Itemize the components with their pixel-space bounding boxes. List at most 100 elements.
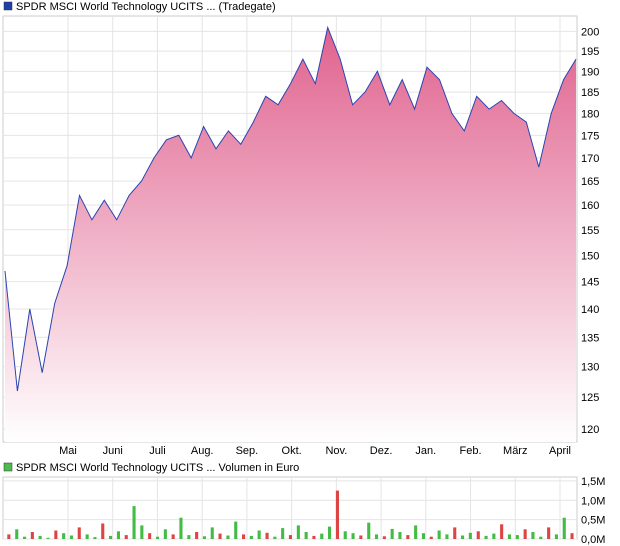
volume-bar	[249, 535, 253, 539]
volume-bar	[156, 536, 160, 539]
volume-bar	[296, 525, 300, 539]
x-tick-label: Aug.	[191, 445, 214, 457]
price-y-tick-label: 150	[581, 250, 599, 262]
volume-bar	[210, 527, 214, 539]
volume-bar	[226, 535, 230, 539]
volume-bar	[202, 536, 206, 539]
volume-bar	[312, 535, 316, 539]
volume-bar	[554, 534, 558, 539]
volume-bar	[132, 506, 136, 539]
price-y-tick-label: 175	[581, 130, 599, 142]
volume-y-tick-label: 1,0M	[581, 495, 605, 507]
volume-bar	[234, 521, 238, 539]
volume-y-axis: 0,0M 0,5M 1,0M 1,5M	[581, 476, 605, 546]
volume-bar	[570, 533, 574, 539]
volume-bar	[69, 535, 73, 539]
price-y-tick-label: 185	[581, 87, 599, 99]
volume-bar	[116, 531, 120, 540]
volume-bar	[85, 534, 89, 539]
x-tick-label: Feb.	[460, 445, 482, 457]
volume-bar	[109, 535, 113, 539]
volume-bar	[281, 528, 285, 539]
price-y-tick-label: 200	[581, 26, 599, 38]
volume-bar	[398, 532, 402, 539]
price-y-tick-label: 135	[581, 332, 599, 344]
volume-bar	[421, 533, 425, 539]
volume-bar	[101, 523, 105, 539]
volume-legend-label: SPDR MSCI World Technology UCITS ... Vol…	[16, 462, 299, 474]
price-y-tick-label: 145	[581, 277, 599, 289]
volume-bar	[453, 527, 457, 539]
volume-bar	[265, 532, 269, 539]
price-y-tick-label: 180	[581, 108, 599, 120]
price-y-tick-label: 165	[581, 176, 599, 188]
volume-bar	[375, 534, 379, 539]
volume-bar	[484, 535, 488, 539]
price-legend-swatch	[3, 1, 13, 11]
volume-bar	[171, 534, 175, 539]
volume-bar	[30, 532, 34, 539]
volume-bar	[195, 532, 199, 539]
volume-bar	[382, 536, 386, 539]
volume-bar	[437, 530, 441, 539]
volume-bar	[328, 526, 332, 539]
price-y-axis: 120 125 130 135 140 145 150 155 160 165 170 175 180 1…	[581, 26, 599, 436]
volume-bar	[445, 534, 449, 539]
volume-bar	[62, 533, 66, 539]
price-y-tick-label: 190	[581, 66, 599, 78]
volume-bar	[539, 536, 543, 539]
x-tick-label: Sep.	[236, 445, 259, 457]
x-tick-label: Jan.	[415, 445, 436, 457]
volume-bar	[304, 532, 308, 539]
volume-bar	[507, 534, 511, 539]
volume-plot-frame	[2, 476, 578, 540]
volume-bar	[523, 529, 527, 539]
volume-bar	[93, 537, 97, 539]
volume-bar	[468, 532, 472, 539]
volume-y-tick-label: 0,5M	[581, 515, 605, 527]
volume-bar	[38, 535, 42, 539]
volume-bar	[7, 534, 11, 539]
volume-bar	[461, 535, 465, 539]
price-panel: 120 125 130 135 140 145 150 155 160 165 170 175 180 1…	[2, 15, 599, 457]
volume-bar	[320, 533, 324, 539]
volume-bar	[187, 535, 191, 539]
price-y-tick-label: 160	[581, 200, 599, 212]
x-axis: Mai Juni Juli Aug. Sep. Okt. Nov. Dez. Jan. Feb. M…	[59, 445, 571, 457]
price-y-tick-label: 170	[581, 153, 599, 165]
volume-bar	[179, 517, 183, 539]
volume-bar	[242, 534, 246, 539]
price-y-tick-label: 125	[581, 392, 599, 404]
volume-bar	[547, 527, 551, 539]
x-tick-label: Mai	[59, 445, 77, 457]
volume-y-tick-label: 0,0M	[581, 534, 605, 546]
x-tick-label: Nov.	[325, 445, 347, 457]
volume-bar	[414, 525, 418, 539]
volume-y-tick-label: 1,5M	[581, 476, 605, 488]
volume-bar	[273, 536, 277, 539]
volume-bar	[562, 517, 566, 539]
volume-bars	[7, 490, 574, 540]
volume-bar	[335, 490, 339, 539]
volume-bar	[54, 530, 58, 539]
volume-bar	[367, 522, 371, 539]
x-tick-label: März	[503, 445, 527, 457]
x-tick-label: Okt.	[282, 445, 302, 457]
volume-bar	[23, 536, 27, 539]
volume-bar	[163, 529, 167, 539]
volume-panel: 0,0M 0,5M 1,0M 1,5M	[2, 476, 605, 546]
volume-bar	[140, 525, 144, 539]
x-tick-label: April	[549, 445, 571, 457]
volume-bar	[343, 531, 347, 540]
price-y-tick-label: 120	[581, 424, 599, 436]
price-y-tick-label: 130	[581, 362, 599, 374]
volume-bar	[77, 527, 81, 539]
volume-bar	[390, 528, 394, 539]
volume-bar	[476, 531, 480, 540]
price-y-tick-label: 155	[581, 225, 599, 237]
volume-bar	[359, 535, 363, 539]
x-tick-label: Juli	[149, 445, 166, 457]
volume-bar	[218, 533, 222, 539]
x-tick-label: Dez.	[370, 445, 393, 457]
